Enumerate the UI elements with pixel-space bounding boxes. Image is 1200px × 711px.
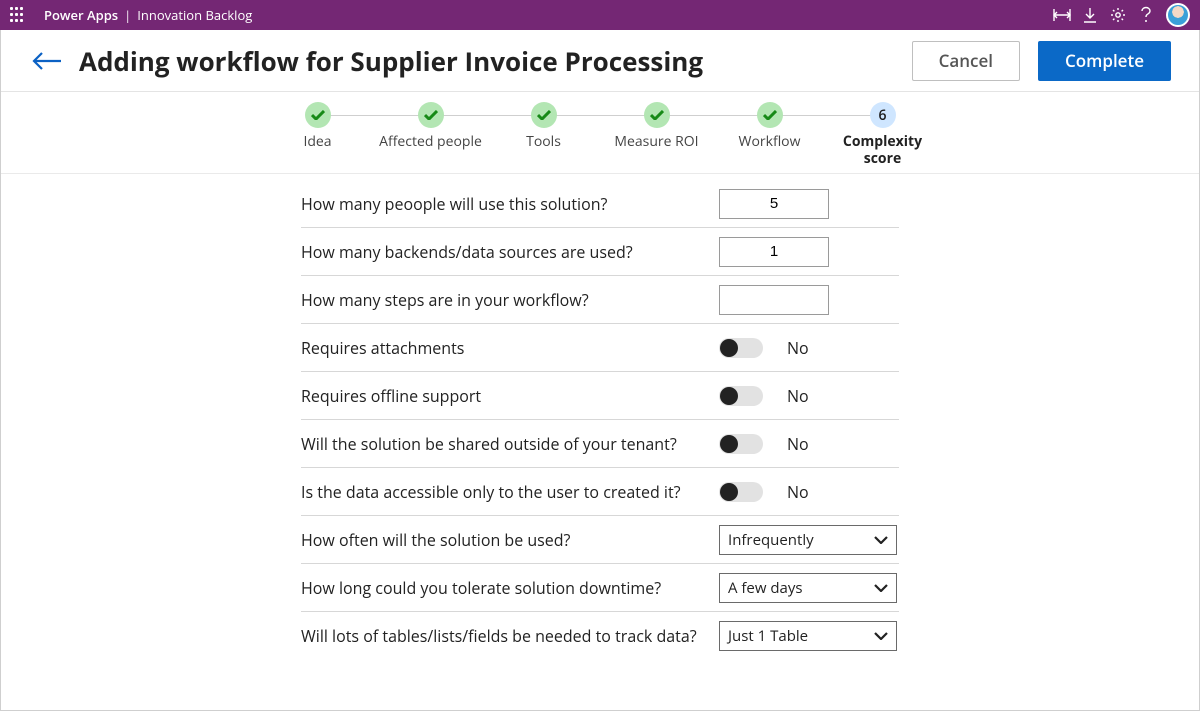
step-label: Workflow (739, 134, 801, 151)
check-icon (305, 102, 331, 128)
check-icon (531, 102, 557, 128)
row-offline: Requires offline support No (301, 372, 899, 420)
step-number: 6 (870, 102, 896, 128)
toggle-value: No (787, 385, 809, 407)
question-label: How many peoople will use this solution? (301, 193, 719, 215)
app-name-label: Innovation Backlog (137, 6, 252, 24)
tables-select[interactable]: Just 1 Table (719, 621, 897, 651)
select-value: A few days (728, 578, 874, 598)
complete-button[interactable]: Complete (1038, 41, 1171, 81)
row-shared-outside: Will the solution be shared outside of y… (301, 420, 899, 468)
page-title: Adding workflow for Supplier Invoice Pro… (79, 43, 912, 79)
toggle-value: No (787, 481, 809, 503)
data-private-toggle[interactable] (719, 482, 763, 502)
row-backends: How many backends/data sources are used? (301, 228, 899, 276)
check-icon (644, 102, 670, 128)
step-label: Affected people (379, 134, 482, 151)
app-launcher-icon[interactable] (10, 7, 26, 23)
chevron-down-icon (874, 584, 888, 592)
user-avatar[interactable] (1166, 3, 1190, 27)
step-complexity-score[interactable]: 6 Complexity score (826, 102, 939, 168)
row-attachments: Requires attachments No (301, 324, 899, 372)
page-header: Adding workflow for Supplier Invoice Pro… (1, 30, 1199, 92)
step-label: Tools (526, 134, 561, 151)
row-data-private: Is the data accessible only to the user … (301, 468, 899, 516)
question-label: Will the solution be shared outside of y… (301, 433, 719, 455)
question-label: How many steps are in your workflow? (301, 289, 719, 311)
step-tools[interactable]: Tools (487, 102, 600, 151)
row-people: How many peoople will use this solution? (301, 180, 899, 228)
offline-toggle[interactable] (719, 386, 763, 406)
app-topbar: Power Apps | Innovation Backlog (0, 0, 1200, 30)
chevron-down-icon (874, 536, 888, 544)
step-label: Complexity score (826, 134, 939, 168)
question-label: Is the data accessible only to the user … (301, 481, 719, 503)
step-label: Idea (303, 134, 331, 151)
complexity-form: How many peoople will use this solution?… (1, 174, 1199, 660)
select-value: Infrequently (728, 530, 874, 550)
brand-separator: | (124, 6, 131, 24)
wizard-stepper: Idea Affected people Tools Measure ROI W… (1, 92, 1199, 174)
toggle-value: No (787, 433, 809, 455)
brand-label: Power Apps (44, 6, 118, 24)
cancel-button[interactable]: Cancel (912, 41, 1020, 81)
workflow-steps-input[interactable] (719, 285, 829, 315)
question-label: Requires attachments (301, 337, 719, 359)
select-value: Just 1 Table (728, 626, 874, 646)
step-workflow[interactable]: Workflow (713, 102, 826, 151)
question-label: How often will the solution be used? (301, 529, 719, 551)
downtime-select[interactable]: A few days (719, 573, 897, 603)
help-icon[interactable] (1132, 1, 1160, 29)
question-label: How long could you tolerate solution dow… (301, 577, 719, 599)
shared-outside-toggle[interactable] (719, 434, 763, 454)
question-label: Requires offline support (301, 385, 719, 407)
row-steps: How many steps are in your workflow? (301, 276, 899, 324)
attachments-toggle[interactable] (719, 338, 763, 358)
people-count-input[interactable] (719, 189, 829, 219)
settings-gear-icon[interactable] (1104, 1, 1132, 29)
check-icon (757, 102, 783, 128)
step-idea[interactable]: Idea (261, 102, 374, 151)
fit-screen-icon[interactable] (1048, 1, 1076, 29)
question-label: How many backends/data sources are used? (301, 241, 719, 263)
step-measure-roi[interactable]: Measure ROI (600, 102, 713, 151)
toggle-value: No (787, 337, 809, 359)
row-tables: Will lots of tables/lists/fields be need… (301, 612, 899, 660)
check-icon (418, 102, 444, 128)
row-frequency: How often will the solution be used? Inf… (301, 516, 899, 564)
back-button[interactable] (29, 43, 65, 79)
question-label: Will lots of tables/lists/fields be need… (301, 625, 719, 647)
step-affected-people[interactable]: Affected people (374, 102, 487, 151)
step-label: Measure ROI (614, 134, 698, 151)
row-downtime: How long could you tolerate solution dow… (301, 564, 899, 612)
download-icon[interactable] (1076, 1, 1104, 29)
chevron-down-icon (874, 632, 888, 640)
frequency-select[interactable]: Infrequently (719, 525, 897, 555)
backends-count-input[interactable] (719, 237, 829, 267)
